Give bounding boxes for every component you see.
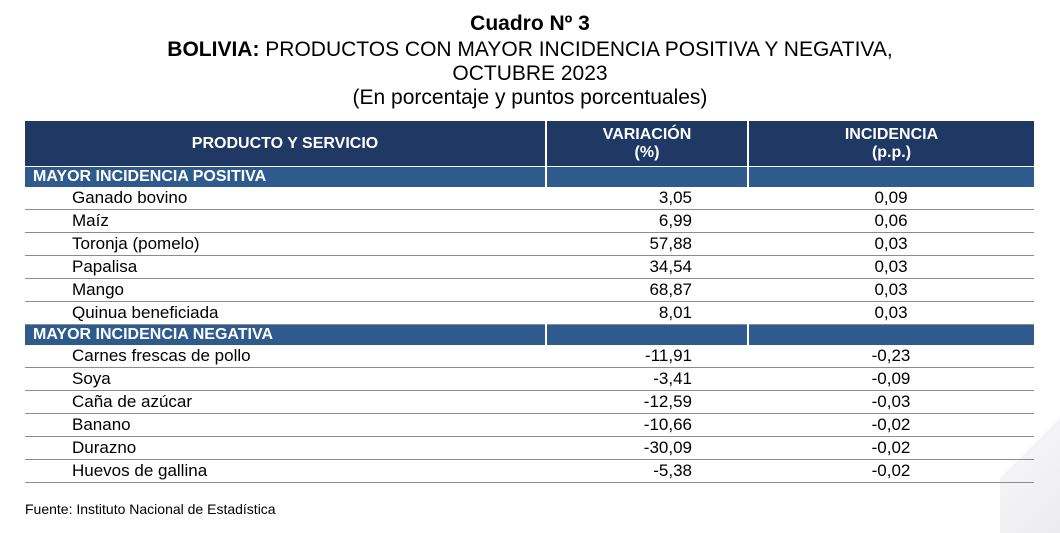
variation-cell: 34,54 <box>546 255 748 279</box>
incidence-cell: 0,06 <box>748 209 1034 233</box>
incidence-cell: -0,02 <box>748 459 1034 483</box>
product-cell: Quinua beneficiada <box>25 301 546 325</box>
section-positive: MAYOR INCIDENCIA POSITIVA <box>25 166 1034 187</box>
source-note: Fuente: Instituto Nacional de Estadístic… <box>25 501 276 517</box>
section-negative-blank-1 <box>546 324 749 345</box>
header-incidence: INCIDENCIA (p.p.) <box>748 121 1034 167</box>
incidence-cell: -0,23 <box>748 345 1034 368</box>
header-incidence-unit: (p.p.) <box>871 143 912 161</box>
product-cell: Ganado bovino <box>25 187 546 210</box>
title-text: PRODUCTOS CON MAYOR INCIDENCIA POSITIVA … <box>259 38 893 61</box>
header-variation-label: VARIACIÓN <box>602 125 692 143</box>
variation-cell: -11,91 <box>546 345 748 368</box>
table-row: Huevos de gallina -5,38 -0,02 <box>25 459 1034 483</box>
section-negative-blank-2 <box>748 324 1034 345</box>
header-product: PRODUCTO Y SERVICIO <box>25 121 547 167</box>
section-negative-label: MAYOR INCIDENCIA NEGATIVA <box>25 324 547 345</box>
incidence-cell: 0,03 <box>748 301 1034 325</box>
incidence-cell: 0,03 <box>748 232 1034 256</box>
table-number: Cuadro Nº 3 <box>470 12 590 35</box>
negative-rows: Carnes frescas de pollo -11,91 -0,23 Soya -3… <box>25 345 1034 483</box>
table-row: Papalisa 34,54 0,03 <box>25 255 1034 279</box>
title-units: (En porcentaje y puntos porcentuales) <box>352 86 708 109</box>
incidence-cell: 0,09 <box>748 187 1034 210</box>
product-cell: Mango <box>25 278 546 302</box>
section-positive-blank-1 <box>546 166 749 187</box>
title-block: Cuadro Nº 3 BOLIVIA: PRODUCTOS CON MAYOR… <box>0 10 1060 109</box>
incidence-cell: -0,03 <box>748 390 1034 414</box>
product-cell: Banano <box>25 413 546 437</box>
incidence-cell: -0,02 <box>748 436 1034 460</box>
header-row: PRODUCTO Y SERVICIO VARIACIÓN (%) INCIDE… <box>25 121 1034 167</box>
table-row: Ganado bovino 3,05 0,09 <box>25 187 1034 210</box>
table-row: Soya -3,41 -0,09 <box>25 367 1034 391</box>
header-variation-unit: (%) <box>634 143 660 161</box>
product-cell: Huevos de gallina <box>25 459 546 483</box>
title-country: BOLIVIA: <box>167 38 260 61</box>
variation-cell: 3,05 <box>546 187 748 210</box>
section-positive-label: MAYOR INCIDENCIA POSITIVA <box>25 166 547 187</box>
table-row: Toronja (pomelo) 57,88 0,03 <box>25 232 1034 256</box>
variation-cell: -5,38 <box>546 459 748 483</box>
incidence-cell: -0,02 <box>748 413 1034 437</box>
positive-rows: Ganado bovino 3,05 0,09 Maíz 6,99 0,06 Toronja… <box>25 187 1034 325</box>
variation-cell: 8,01 <box>546 301 748 325</box>
product-cell: Caña de azúcar <box>25 390 546 414</box>
table-title: BOLIVIA: PRODUCTOS CON MAYOR INCIDENCIA … <box>0 37 1060 62</box>
table-row: Caña de azúcar -12,59 -0,03 <box>25 390 1034 414</box>
section-negative: MAYOR INCIDENCIA NEGATIVA <box>25 324 1034 345</box>
title-period: OCTUBRE 2023 <box>452 62 608 85</box>
incidence-cell: 0,03 <box>748 278 1034 302</box>
variation-cell: 68,87 <box>546 278 748 302</box>
data-table: PRODUCTO Y SERVICIO VARIACIÓN (%) INCIDE… <box>25 121 1034 483</box>
header-variation: VARIACIÓN (%) <box>546 121 749 167</box>
variation-cell: -12,59 <box>546 390 748 414</box>
variation-cell: 57,88 <box>546 232 748 256</box>
incidence-cell: 0,03 <box>748 255 1034 279</box>
variation-cell: -3,41 <box>546 367 748 391</box>
product-cell: Soya <box>25 367 546 391</box>
variation-cell: -10,66 <box>546 413 748 437</box>
product-cell: Maíz <box>25 209 546 233</box>
product-cell: Durazno <box>25 436 546 460</box>
table-row: Durazno -30,09 -0,02 <box>25 436 1034 460</box>
product-cell: Papalisa <box>25 255 546 279</box>
table-row: Quinua beneficiada 8,01 0,03 <box>25 301 1034 325</box>
incidence-cell: -0,09 <box>748 367 1034 391</box>
table-row: Maíz 6,99 0,06 <box>25 209 1034 233</box>
section-positive-blank-2 <box>748 166 1034 187</box>
table-row: Banano -10,66 -0,02 <box>25 413 1034 437</box>
product-cell: Carnes frescas de pollo <box>25 345 546 368</box>
variation-cell: 6,99 <box>546 209 748 233</box>
table-row: Carnes frescas de pollo -11,91 -0,23 <box>25 345 1034 368</box>
table-row: Mango 68,87 0,03 <box>25 278 1034 302</box>
product-cell: Toronja (pomelo) <box>25 232 546 256</box>
variation-cell: -30,09 <box>546 436 748 460</box>
header-incidence-label: INCIDENCIA <box>844 125 939 143</box>
